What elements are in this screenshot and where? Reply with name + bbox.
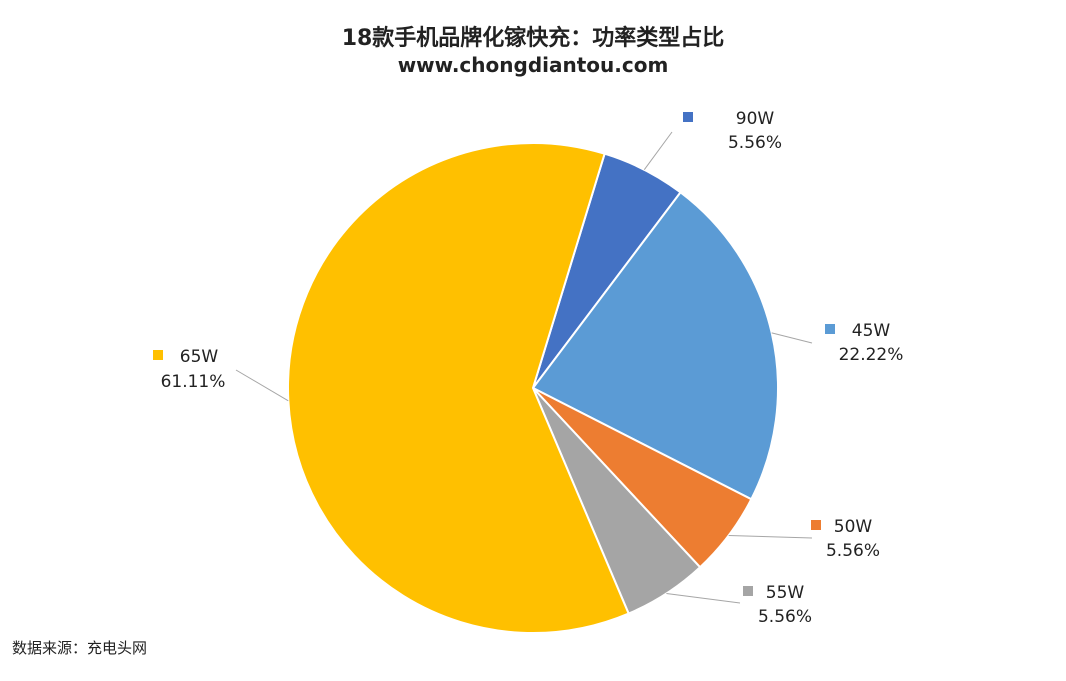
leader-line-50w xyxy=(728,535,813,539)
legend-marker-50w xyxy=(811,520,821,530)
legend-marker-55w xyxy=(743,586,753,596)
slice-percent-label: 5.56% xyxy=(728,133,782,153)
slice-percent-label: 5.56% xyxy=(758,607,812,627)
slice-percent-label: 22.22% xyxy=(839,345,904,365)
legend-marker-90w xyxy=(683,112,693,122)
slice-percent-label: 5.56% xyxy=(826,541,880,561)
leader-lines-layer xyxy=(235,131,813,604)
leader-line-90w xyxy=(643,131,673,170)
leader-line-65w xyxy=(235,369,289,402)
slice-category-label: 45W xyxy=(852,321,891,341)
slice-category-label: 55W xyxy=(766,583,805,603)
leader-line-55w xyxy=(666,593,741,604)
chart-subtitle: www.chongdiantou.com xyxy=(397,53,669,77)
data-source-note: 数据来源：充电头网 xyxy=(12,639,148,657)
legend-marker-65w xyxy=(153,350,163,360)
slice-category-label: 90W xyxy=(736,109,775,129)
slice-percent-label: 61.11% xyxy=(161,372,226,392)
data-labels-layer: 90W 5.56% 45W 22.22% 50W 5.56% 55W 5.56% 65W 61.1… xyxy=(153,109,903,627)
pie-slice-65w xyxy=(287,142,630,634)
slices-layer xyxy=(287,142,779,634)
slice-category-label: 65W xyxy=(180,347,219,367)
chart-title: 18款手机品牌化镓快充：功率类型占比 xyxy=(341,26,725,51)
legend-marker-45w xyxy=(825,324,835,334)
leader-line-45w xyxy=(771,332,813,344)
slice-category-label: 50W xyxy=(834,517,873,537)
pie-slice-45w xyxy=(531,190,779,501)
